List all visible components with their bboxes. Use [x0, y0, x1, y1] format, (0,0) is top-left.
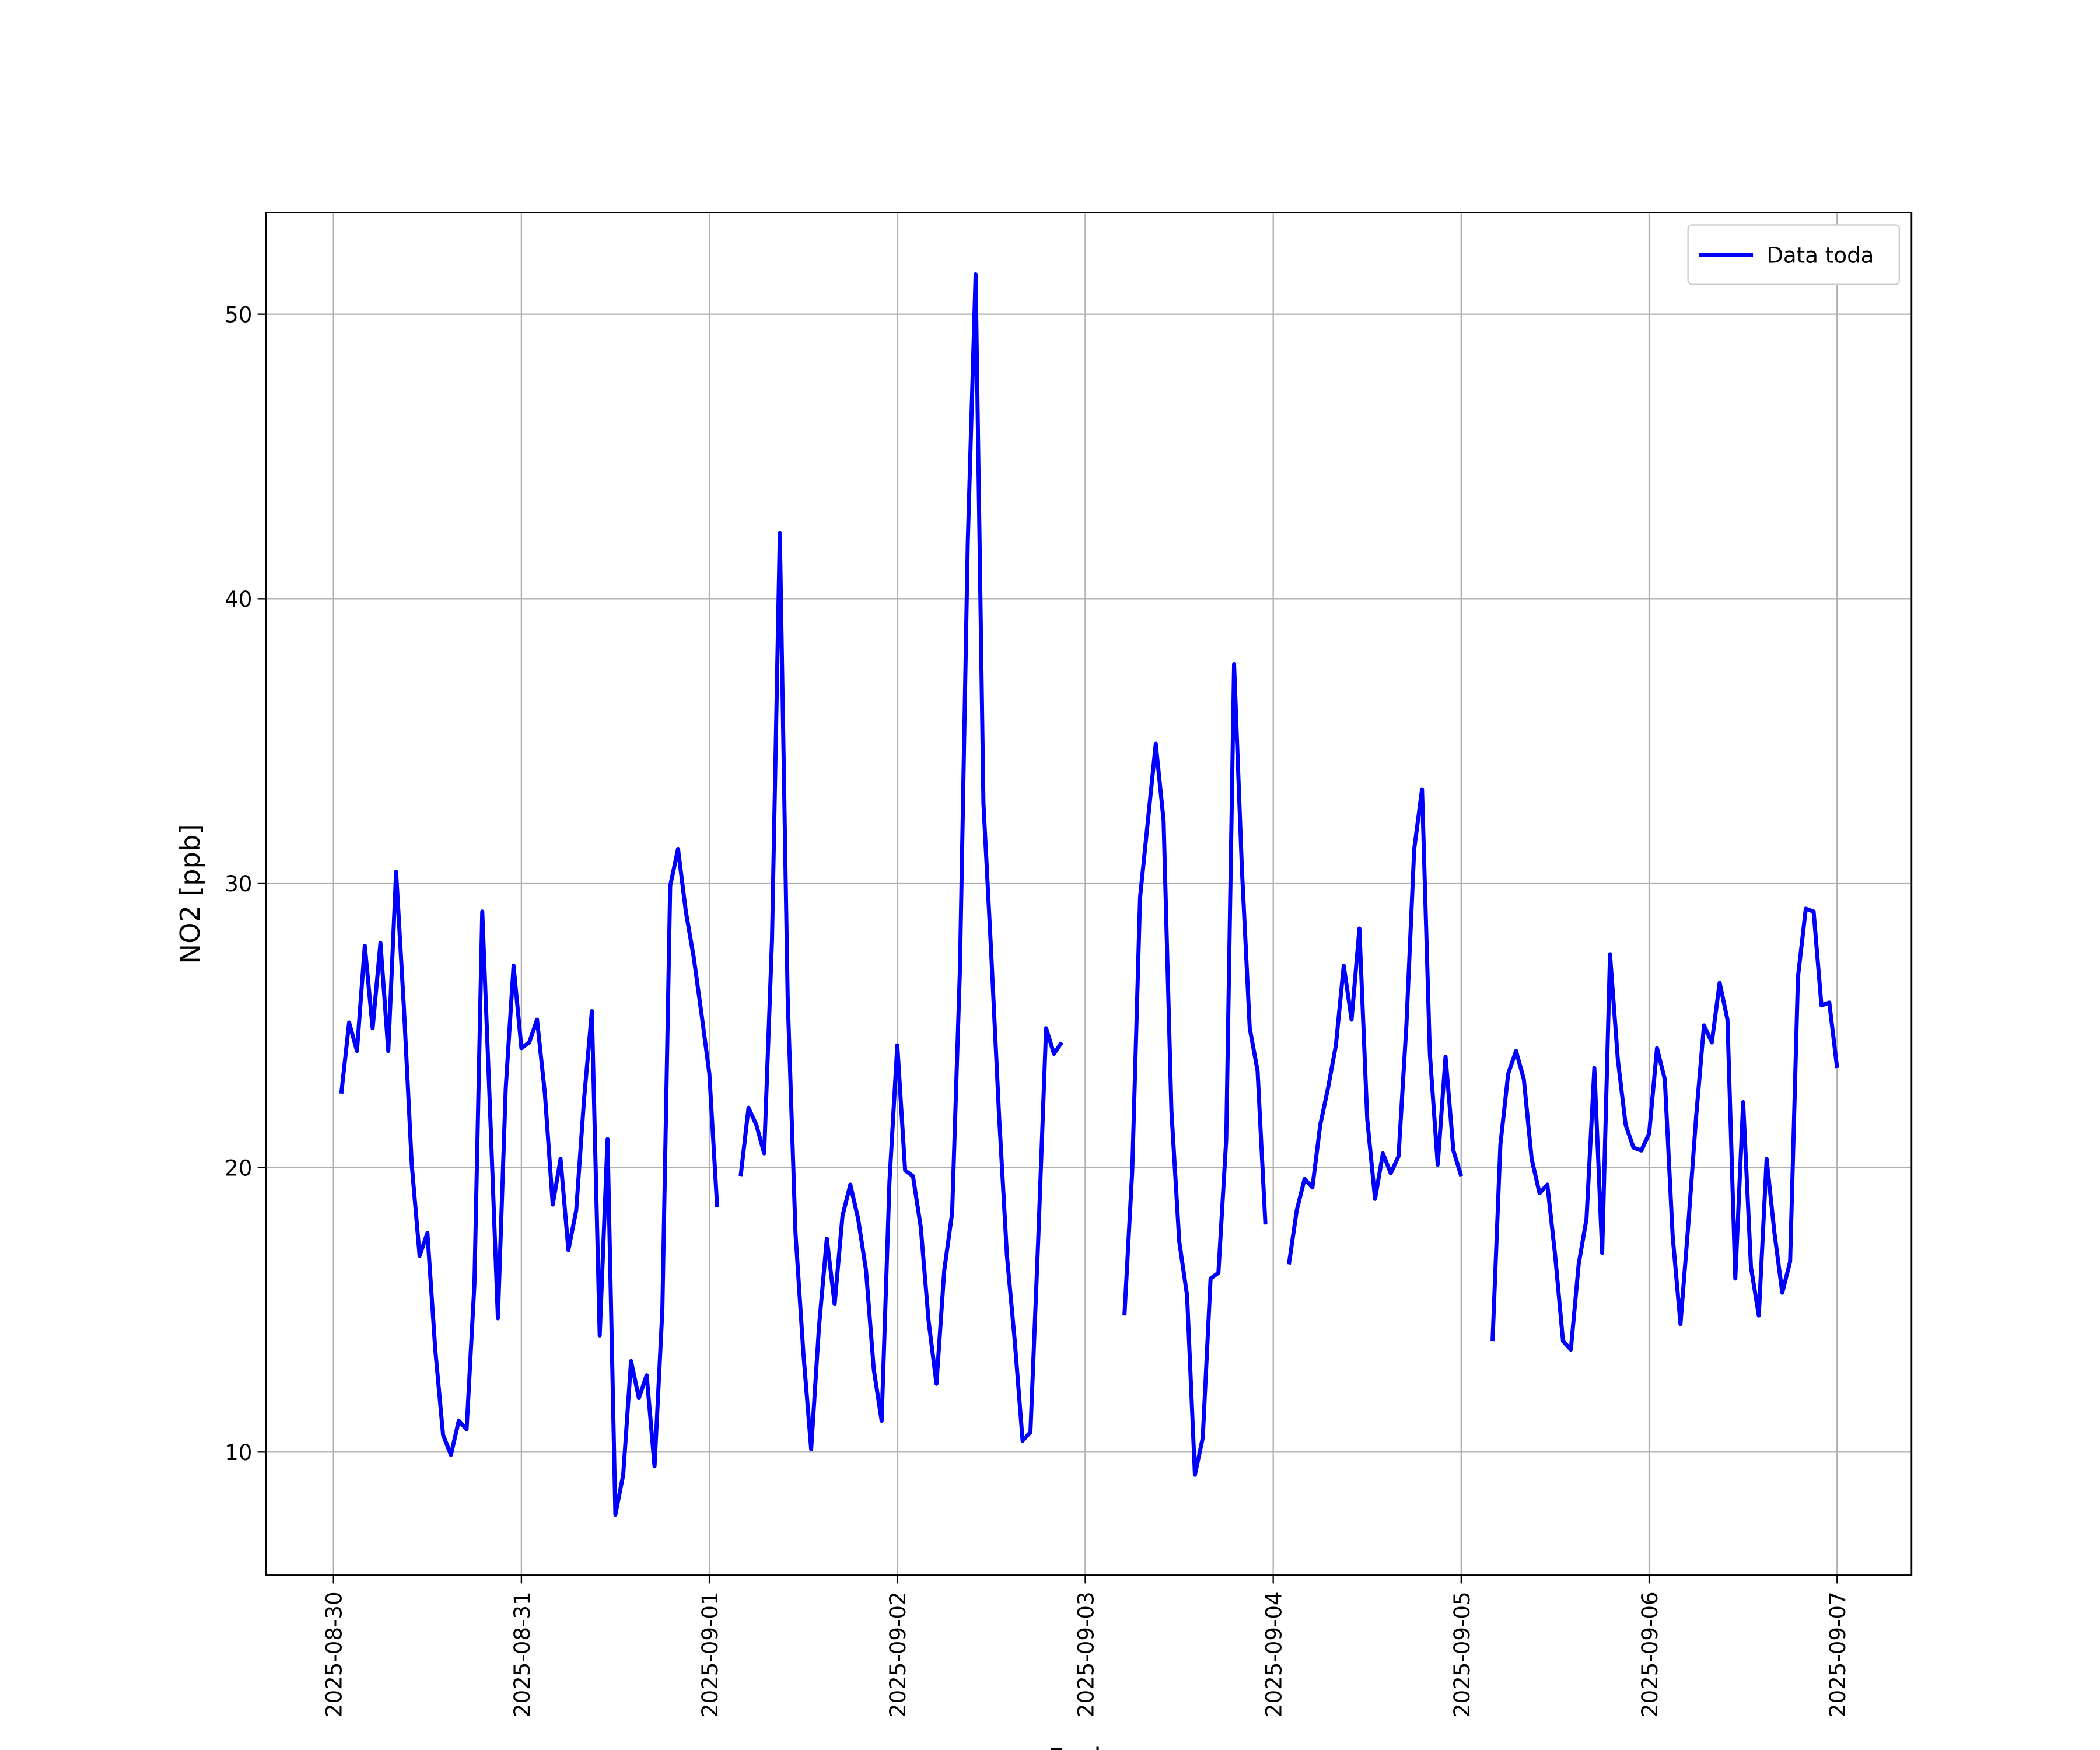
x-tick-label: 2025-09-06 [1637, 1591, 1662, 1717]
y-tick-label: 40 [225, 587, 252, 612]
data-line [339, 272, 1839, 1517]
legend-label: Data toda [1766, 243, 1874, 268]
x-tick-label: 2025-09-04 [1262, 1591, 1287, 1717]
y-tick-label: 10 [225, 1440, 252, 1465]
x-tick-label: 2025-09-05 [1450, 1591, 1475, 1717]
y-tick-label: 30 [225, 872, 252, 897]
x-tick-label: 2025-08-30 [322, 1591, 347, 1717]
x-tick-label: 2025-09-03 [1073, 1591, 1098, 1717]
legend: Data toda [1687, 224, 1901, 285]
legend-box [1687, 224, 1901, 285]
x-tick-label: 2025-08-31 [510, 1591, 535, 1717]
x-axis-label: Fecha [1048, 1742, 1128, 1750]
plot-frame [265, 212, 1913, 1576]
y-tick-label: 20 [225, 1156, 252, 1181]
y-tick-label: 50 [225, 303, 252, 328]
x-tick-label: 2025-09-01 [698, 1591, 723, 1717]
y-axis-label: NO2 [ppb] [174, 824, 206, 964]
x-tick-label: 2025-09-07 [1825, 1591, 1850, 1717]
x-tick-label: 2025-09-02 [886, 1591, 911, 1717]
